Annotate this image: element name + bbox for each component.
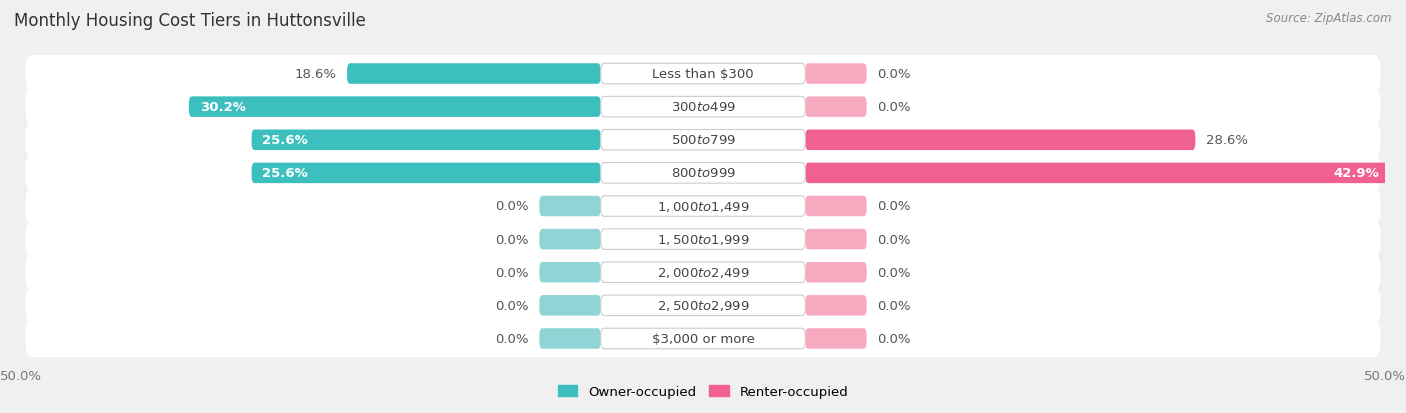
FancyBboxPatch shape (252, 163, 600, 184)
Text: 0.0%: 0.0% (495, 200, 529, 213)
Legend: Owner-occupied, Renter-occupied: Owner-occupied, Renter-occupied (558, 385, 848, 398)
FancyBboxPatch shape (600, 262, 806, 283)
FancyBboxPatch shape (600, 196, 806, 217)
FancyBboxPatch shape (806, 328, 866, 349)
FancyBboxPatch shape (600, 163, 806, 184)
FancyBboxPatch shape (188, 97, 600, 118)
Text: 0.0%: 0.0% (495, 299, 529, 312)
Text: 28.6%: 28.6% (1206, 134, 1249, 147)
FancyBboxPatch shape (600, 295, 806, 316)
Text: 0.0%: 0.0% (877, 266, 911, 279)
Text: $2,000 to $2,499: $2,000 to $2,499 (657, 266, 749, 280)
FancyBboxPatch shape (806, 262, 866, 283)
Text: $3,000 or more: $3,000 or more (651, 332, 755, 345)
FancyBboxPatch shape (806, 130, 1195, 151)
FancyBboxPatch shape (252, 130, 600, 151)
FancyBboxPatch shape (806, 229, 866, 250)
Text: 0.0%: 0.0% (877, 200, 911, 213)
FancyBboxPatch shape (25, 320, 1381, 357)
Text: 42.9%: 42.9% (1334, 167, 1379, 180)
Text: 25.6%: 25.6% (263, 134, 308, 147)
Text: 18.6%: 18.6% (294, 68, 336, 81)
FancyBboxPatch shape (540, 262, 600, 283)
Text: Source: ZipAtlas.com: Source: ZipAtlas.com (1267, 12, 1392, 25)
Text: 0.0%: 0.0% (877, 233, 911, 246)
FancyBboxPatch shape (600, 229, 806, 250)
FancyBboxPatch shape (540, 196, 600, 217)
FancyBboxPatch shape (25, 155, 1381, 192)
FancyBboxPatch shape (25, 89, 1381, 126)
Text: 0.0%: 0.0% (877, 101, 911, 114)
FancyBboxPatch shape (25, 188, 1381, 225)
FancyBboxPatch shape (806, 64, 866, 85)
Text: 0.0%: 0.0% (495, 332, 529, 345)
Text: 0.0%: 0.0% (495, 266, 529, 279)
FancyBboxPatch shape (540, 229, 600, 250)
Text: 0.0%: 0.0% (877, 68, 911, 81)
Text: 25.6%: 25.6% (263, 167, 308, 180)
FancyBboxPatch shape (806, 295, 866, 316)
FancyBboxPatch shape (25, 287, 1381, 324)
Text: $500 to $799: $500 to $799 (671, 134, 735, 147)
Text: $800 to $999: $800 to $999 (671, 167, 735, 180)
Text: 30.2%: 30.2% (200, 101, 246, 114)
FancyBboxPatch shape (806, 163, 1391, 184)
FancyBboxPatch shape (347, 64, 600, 85)
FancyBboxPatch shape (25, 56, 1381, 93)
Text: $300 to $499: $300 to $499 (671, 101, 735, 114)
FancyBboxPatch shape (25, 122, 1381, 159)
FancyBboxPatch shape (600, 328, 806, 349)
Text: $2,500 to $2,999: $2,500 to $2,999 (657, 299, 749, 313)
FancyBboxPatch shape (806, 196, 866, 217)
Text: 0.0%: 0.0% (877, 332, 911, 345)
FancyBboxPatch shape (540, 328, 600, 349)
Text: 0.0%: 0.0% (877, 299, 911, 312)
FancyBboxPatch shape (25, 221, 1381, 258)
FancyBboxPatch shape (600, 97, 806, 118)
Text: $1,000 to $1,499: $1,000 to $1,499 (657, 199, 749, 214)
FancyBboxPatch shape (600, 64, 806, 85)
FancyBboxPatch shape (25, 254, 1381, 291)
Text: 0.0%: 0.0% (495, 233, 529, 246)
Text: $1,500 to $1,999: $1,500 to $1,999 (657, 233, 749, 247)
FancyBboxPatch shape (540, 295, 600, 316)
FancyBboxPatch shape (806, 97, 866, 118)
Text: Less than $300: Less than $300 (652, 68, 754, 81)
FancyBboxPatch shape (600, 130, 806, 151)
Text: Monthly Housing Cost Tiers in Huttonsville: Monthly Housing Cost Tiers in Huttonsvil… (14, 12, 366, 30)
